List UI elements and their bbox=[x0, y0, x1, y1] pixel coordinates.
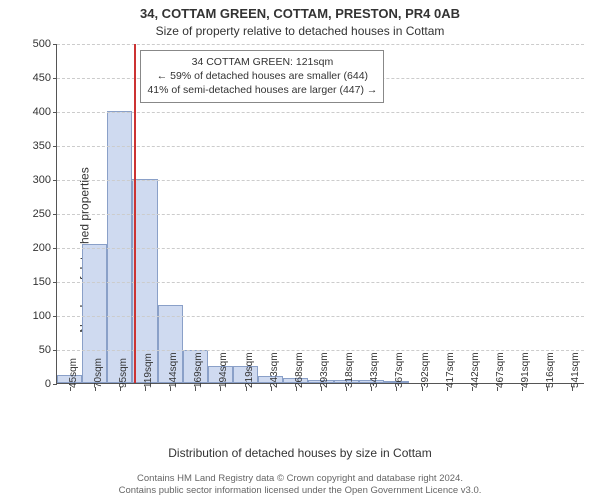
ytick-label: 200 bbox=[33, 242, 51, 254]
ytick-mark bbox=[53, 214, 57, 215]
ytick-label: 100 bbox=[33, 310, 51, 322]
ytick-mark bbox=[53, 180, 57, 181]
annotation-box: 34 COTTAM GREEN: 121sqm← 59% of detached… bbox=[140, 50, 384, 103]
ytick-label: 150 bbox=[33, 276, 51, 288]
x-axis-label: Distribution of detached houses by size … bbox=[0, 446, 600, 460]
xtick-label: 293sqm bbox=[319, 350, 330, 388]
ytick-label: 300 bbox=[33, 174, 51, 186]
chart-container: 34, COTTAM GREEN, COTTAM, PRESTON, PR4 0… bbox=[0, 0, 600, 500]
ytick-label: 450 bbox=[33, 72, 51, 84]
ytick-mark bbox=[53, 78, 57, 79]
ytick-label: 0 bbox=[45, 378, 51, 390]
ytick-mark bbox=[53, 44, 57, 45]
ytick-label: 400 bbox=[33, 106, 51, 118]
footer-line-2: Contains public sector information licen… bbox=[0, 485, 600, 496]
xtick-label: 318sqm bbox=[344, 350, 355, 388]
ytick-mark bbox=[53, 146, 57, 147]
ytick-mark bbox=[53, 350, 57, 351]
reference-line bbox=[134, 44, 136, 383]
xtick-label: 194sqm bbox=[218, 350, 229, 388]
ytick-mark bbox=[53, 384, 57, 385]
xtick-label: 169sqm bbox=[193, 350, 204, 388]
xtick-label: 119sqm bbox=[143, 351, 154, 388]
xtick-label: 392sqm bbox=[420, 350, 431, 388]
xtick-label: 491sqm bbox=[520, 350, 531, 388]
xtick-label: 442sqm bbox=[470, 350, 481, 388]
annotation-line: ← 59% of detached houses are smaller (64… bbox=[147, 69, 377, 83]
xtick-label: 219sqm bbox=[244, 350, 255, 388]
footer-line-1: Contains HM Land Registry data © Crown c… bbox=[0, 473, 600, 484]
chart-title-address: 34, COTTAM GREEN, COTTAM, PRESTON, PR4 0… bbox=[0, 6, 600, 21]
xtick-label: 541sqm bbox=[570, 350, 581, 388]
ytick-label: 350 bbox=[33, 140, 51, 152]
xtick-label: 95sqm bbox=[118, 356, 129, 388]
xtick-label: 268sqm bbox=[294, 350, 305, 388]
xtick-label: 243sqm bbox=[269, 350, 280, 388]
footer-attribution: Contains HM Land Registry data © Crown c… bbox=[0, 473, 600, 496]
xtick-label: 144sqm bbox=[168, 350, 179, 388]
ytick-mark bbox=[53, 112, 57, 113]
histogram-bar bbox=[107, 111, 132, 383]
annotation-line: 34 COTTAM GREEN: 121sqm bbox=[147, 55, 377, 69]
xtick-label: 70sqm bbox=[93, 356, 104, 388]
ytick-label: 250 bbox=[33, 208, 51, 220]
ytick-label: 500 bbox=[33, 38, 51, 50]
xtick-label: 417sqm bbox=[445, 350, 456, 388]
xtick-label: 343sqm bbox=[369, 350, 380, 388]
ytick-label: 50 bbox=[39, 344, 51, 356]
xtick-label: 367sqm bbox=[394, 350, 405, 388]
chart-title-desc: Size of property relative to detached ho… bbox=[0, 24, 600, 38]
xtick-label: 45sqm bbox=[68, 356, 79, 388]
xtick-label: 467sqm bbox=[495, 350, 506, 388]
ytick-mark bbox=[53, 248, 57, 249]
ytick-mark bbox=[53, 316, 57, 317]
annotation-line: 41% of semi-detached houses are larger (… bbox=[147, 83, 377, 97]
ytick-mark bbox=[53, 282, 57, 283]
xtick-label: 516sqm bbox=[545, 350, 556, 388]
plot-area: 050100150200250300350400450500 34 COTTAM… bbox=[56, 44, 584, 384]
